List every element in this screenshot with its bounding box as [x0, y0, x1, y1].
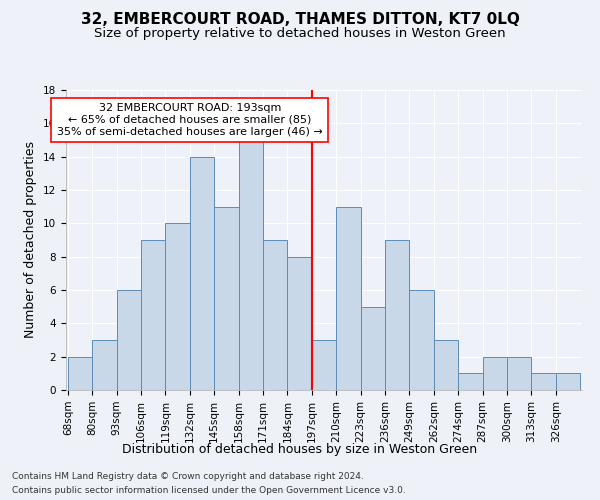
- Y-axis label: Number of detached properties: Number of detached properties: [25, 142, 37, 338]
- Bar: [385, 240, 409, 390]
- Bar: [214, 206, 239, 390]
- Bar: [409, 290, 434, 390]
- Bar: [507, 356, 532, 390]
- Text: Size of property relative to detached houses in Weston Green: Size of property relative to detached ho…: [94, 28, 506, 40]
- Bar: [482, 356, 507, 390]
- Bar: [141, 240, 166, 390]
- Bar: [239, 140, 263, 390]
- Text: Distribution of detached houses by size in Weston Green: Distribution of detached houses by size …: [122, 442, 478, 456]
- Bar: [92, 340, 116, 390]
- Text: Contains HM Land Registry data © Crown copyright and database right 2024.: Contains HM Land Registry data © Crown c…: [12, 472, 364, 481]
- Text: 32 EMBERCOURT ROAD: 193sqm
← 65% of detached houses are smaller (85)
35% of semi: 32 EMBERCOURT ROAD: 193sqm ← 65% of deta…: [57, 104, 323, 136]
- Bar: [68, 356, 92, 390]
- Bar: [458, 374, 482, 390]
- Bar: [312, 340, 336, 390]
- Bar: [287, 256, 312, 390]
- Bar: [556, 374, 580, 390]
- Bar: [166, 224, 190, 390]
- Bar: [190, 156, 214, 390]
- Bar: [116, 290, 141, 390]
- Bar: [361, 306, 385, 390]
- Bar: [336, 206, 361, 390]
- Bar: [263, 240, 287, 390]
- Text: Contains public sector information licensed under the Open Government Licence v3: Contains public sector information licen…: [12, 486, 406, 495]
- Text: 32, EMBERCOURT ROAD, THAMES DITTON, KT7 0LQ: 32, EMBERCOURT ROAD, THAMES DITTON, KT7 …: [80, 12, 520, 28]
- Bar: [434, 340, 458, 390]
- Bar: [532, 374, 556, 390]
